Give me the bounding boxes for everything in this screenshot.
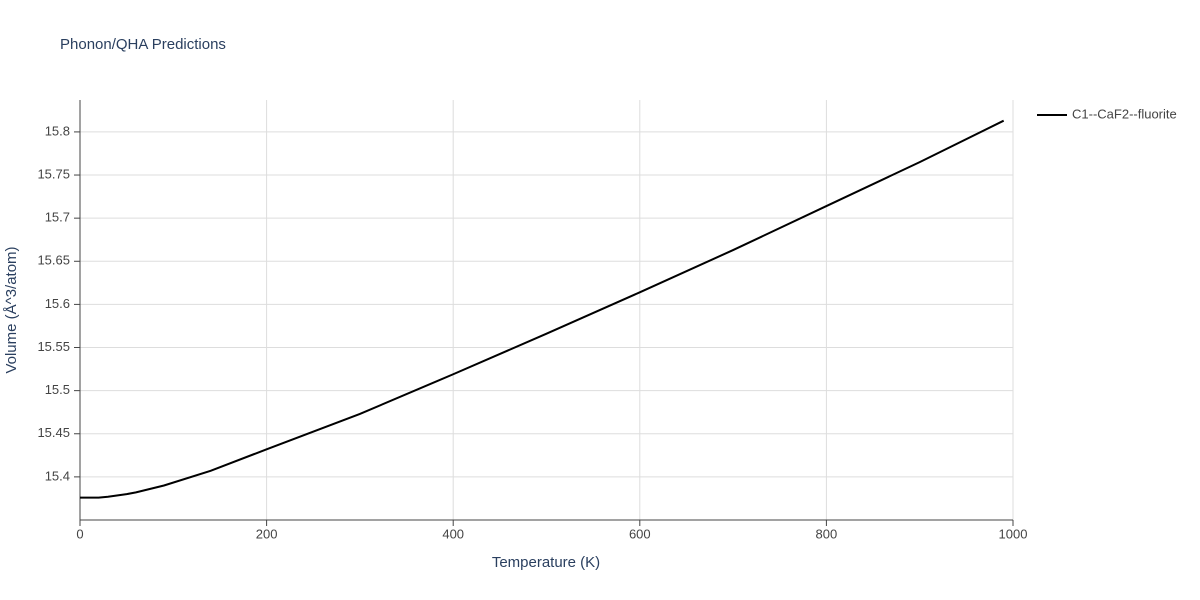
x-tick-label: 600 [629,526,651,541]
y-tick-label: 15.45 [37,425,70,440]
data-line [80,119,1005,499]
y-tick-label: 15.7 [45,210,70,225]
y-tick-label: 15.6 [45,296,70,311]
x-tick-label: 1000 [999,526,1028,541]
y-tick-label: 15.75 [37,166,70,181]
chart-title: Phonon/QHA Predictions [60,36,226,53]
x-tick-label: 200 [256,526,278,541]
legend-label: C1--CaF2--fluorite [1072,106,1177,121]
x-axis-title: Temperature (K) [492,554,600,571]
y-tick-label: 15.5 [45,382,70,397]
y-tick-label: 15.8 [45,123,70,138]
x-tick-label: 800 [816,526,838,541]
y-axis-title: Volume (Å^3/atom) [3,246,20,373]
y-tick-label: 15.65 [37,253,70,268]
x-tick-label: 400 [442,526,464,541]
y-tick-label: 15.55 [37,339,70,354]
x-tick-label: 0 [76,526,83,541]
y-tick-label: 15.4 [45,468,70,483]
